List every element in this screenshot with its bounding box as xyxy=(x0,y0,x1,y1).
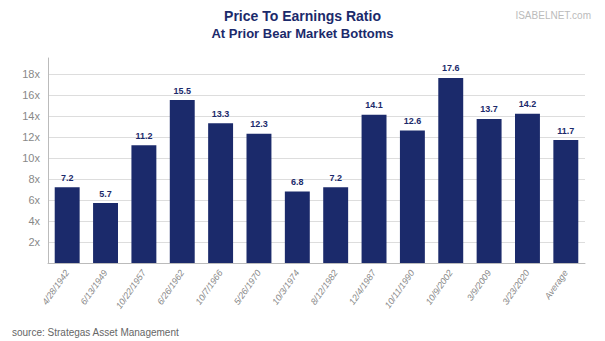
svg-text:10/11/1990: 10/11/1990 xyxy=(383,268,417,310)
svg-text:12x: 12x xyxy=(22,131,40,143)
svg-text:10/3/1974: 10/3/1974 xyxy=(270,268,301,307)
svg-text:10/22/1957: 10/22/1957 xyxy=(114,267,149,310)
svg-text:source: Strategas Asset Manage: source: Strategas Asset Management xyxy=(12,327,179,338)
svg-text:12/4/1987: 12/4/1987 xyxy=(347,267,379,306)
svg-text:10/7/1966: 10/7/1966 xyxy=(194,268,225,307)
svg-text:2x: 2x xyxy=(28,236,40,248)
svg-text:8x: 8x xyxy=(28,173,40,185)
svg-text:7.2: 7.2 xyxy=(329,173,342,183)
svg-text:17.6: 17.6 xyxy=(442,63,460,73)
svg-text:11.7: 11.7 xyxy=(557,126,574,136)
svg-text:4x: 4x xyxy=(28,215,40,227)
svg-text:5.7: 5.7 xyxy=(99,189,112,199)
svg-text:3/23/2020: 3/23/2020 xyxy=(500,268,531,307)
svg-text:12.3: 12.3 xyxy=(250,119,268,129)
svg-text:16x: 16x xyxy=(22,89,40,101)
svg-text:Average: Average xyxy=(542,268,570,302)
svg-text:6/26/1962: 6/26/1962 xyxy=(155,268,186,307)
svg-text:8/12/1982: 8/12/1982 xyxy=(309,268,340,307)
svg-text:4/28/1942: 4/28/1942 xyxy=(40,268,71,307)
svg-text:13.3: 13.3 xyxy=(212,109,230,119)
svg-text:6.8: 6.8 xyxy=(291,177,304,187)
svg-text:14.1: 14.1 xyxy=(365,100,383,110)
svg-text:13.7: 13.7 xyxy=(480,104,498,114)
svg-text:Price To Earnings Ratio: Price To Earnings Ratio xyxy=(224,8,381,24)
svg-text:12.6: 12.6 xyxy=(404,116,422,126)
svg-text:11.2: 11.2 xyxy=(135,131,152,141)
svg-text:5/26/1970: 5/26/1970 xyxy=(232,268,263,307)
svg-text:10x: 10x xyxy=(22,152,40,164)
svg-text:6x: 6x xyxy=(28,194,40,206)
svg-text:10/9/2002: 10/9/2002 xyxy=(424,268,455,307)
svg-text:3/9/2009: 3/9/2009 xyxy=(465,268,493,302)
svg-text:14x: 14x xyxy=(22,110,40,122)
svg-text:7.2: 7.2 xyxy=(61,173,74,183)
svg-text:18x: 18x xyxy=(22,68,40,80)
svg-text:14.2: 14.2 xyxy=(519,99,537,109)
svg-text:6/13/1949: 6/13/1949 xyxy=(78,268,109,307)
svg-text:At Prior Bear Market Bottoms: At Prior Bear Market Bottoms xyxy=(211,26,393,41)
svg-text:15.5: 15.5 xyxy=(173,86,191,96)
svg-text:ISABELNET.com: ISABELNET.com xyxy=(515,10,591,21)
